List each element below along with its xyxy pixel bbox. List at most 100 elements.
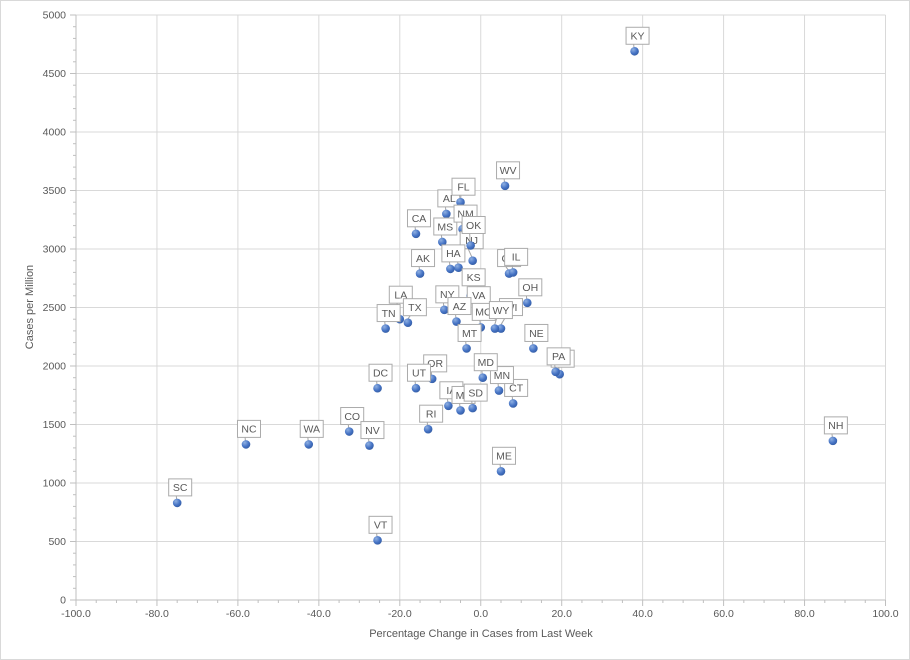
state-label-text: TN (382, 308, 396, 320)
y-tick-label: 5000 (43, 10, 67, 22)
state-label-box (518, 278, 543, 297)
scatter-marker (496, 324, 506, 333)
data-point-KY: KY (625, 26, 650, 56)
scatter-marker (522, 298, 532, 308)
state-label-box (457, 323, 482, 342)
state-label-box (406, 209, 431, 228)
state-label-box (406, 363, 431, 382)
scatter-marker (454, 263, 463, 273)
scatter-marker (452, 317, 461, 326)
state-label-box (402, 298, 427, 317)
x-tick-label: -100.0 (61, 608, 91, 620)
state-label-text: OK (466, 220, 481, 232)
state-label-box (451, 177, 476, 196)
data-point-DC: DC (368, 363, 393, 393)
data-point-VT: VT (368, 515, 393, 545)
x-tick-label: 80.0 (794, 608, 815, 620)
y-tick-label: 0 (60, 595, 66, 607)
data-point-UT: UT (406, 363, 431, 393)
state-label-text: CO (344, 411, 360, 423)
data-point-AK: AK (411, 249, 436, 278)
x-tick-label: 0.0 (473, 608, 488, 620)
x-tick-label: -80.0 (145, 608, 169, 620)
x-tick-label: -60.0 (226, 608, 250, 620)
state-label-text: WA (303, 424, 320, 436)
scatter-marker (456, 197, 465, 207)
scatter-marker (403, 318, 413, 328)
state-label-text: CA (412, 213, 427, 225)
scatter-marker (381, 324, 390, 333)
state-label-box (441, 244, 466, 263)
scatter-marker (344, 427, 354, 436)
state-label-text: VT (374, 520, 388, 532)
state-label-box (368, 515, 393, 534)
scatter-marker (490, 324, 500, 333)
scatter-marker (466, 241, 475, 250)
data-point-SD: SD (463, 383, 488, 413)
state-label-text: MD (478, 357, 495, 369)
scatter-marker (456, 406, 465, 415)
state-label-text: VA (472, 290, 485, 302)
state-label-box (411, 249, 436, 268)
data-point-WA: WA (299, 419, 324, 449)
state-label-box (524, 323, 549, 342)
scatter-marker (508, 399, 518, 408)
scatter-marker (551, 367, 560, 377)
y-tick-label: 4000 (43, 127, 67, 139)
data-point-AL: AL (437, 189, 462, 219)
scatter-marker (444, 401, 453, 411)
data-point-SC: SC (168, 478, 193, 508)
state-label-box (461, 215, 486, 234)
state-label-box (360, 421, 385, 440)
state-label-box (299, 419, 324, 438)
y-tick-label: 1500 (43, 419, 67, 431)
data-point-TX: TX (402, 298, 427, 328)
state-label-text: MS (437, 221, 453, 233)
state-label-box (376, 304, 401, 323)
label-leader-line (469, 232, 471, 243)
scatter-marker (508, 268, 518, 277)
state-label-text: KS (467, 272, 481, 284)
y-tick-label: 3000 (43, 244, 67, 256)
data-point-AZ: AZ (447, 297, 472, 326)
state-label-text: ME (496, 451, 512, 463)
scatter-marker (423, 424, 433, 434)
data-point-MD: MD (473, 353, 498, 383)
state-label-box (823, 416, 848, 435)
x-tick-label: 100.0 (872, 608, 898, 620)
y-tick-label: 3500 (43, 185, 67, 197)
data-point-FL: FL (451, 177, 476, 207)
scatter-marker (411, 229, 421, 239)
y-tick-label: 4500 (43, 68, 67, 80)
scatter-marker (437, 237, 447, 247)
data-point-OK: OK (461, 215, 486, 250)
state-label-box (236, 419, 261, 438)
state-label-text: FL (457, 182, 469, 194)
label-leader-line (467, 247, 473, 258)
state-label-text: IA (446, 385, 456, 397)
data-point-CA: CA (406, 209, 431, 239)
scatter-marker (468, 256, 477, 265)
scatter-marker (468, 403, 477, 413)
data-point-ME: ME (491, 446, 516, 476)
state-label-text: KY (631, 31, 645, 43)
state-label-text: NV (365, 425, 380, 437)
scatter-marker (304, 440, 314, 449)
scatter-marker (373, 383, 382, 393)
data-point-WV: WV (496, 161, 521, 191)
scatter-marker (172, 498, 182, 508)
x-axis-title: Percentage Change in Cases from Last Wee… (369, 628, 593, 640)
state-label-text: WV (500, 165, 517, 177)
scatter-marker (630, 46, 639, 56)
state-label-box (496, 161, 521, 180)
state-label-text: AK (416, 253, 430, 265)
x-tick-label: -40.0 (307, 608, 331, 620)
data-point-NC: NC (236, 419, 261, 449)
state-label-text: RI (426, 408, 437, 420)
x-tick-label: 40.0 (632, 608, 653, 620)
state-label-box (340, 407, 365, 426)
state-label-box (419, 404, 444, 423)
state-label-text: NE (529, 328, 544, 340)
state-label-box (473, 353, 498, 372)
